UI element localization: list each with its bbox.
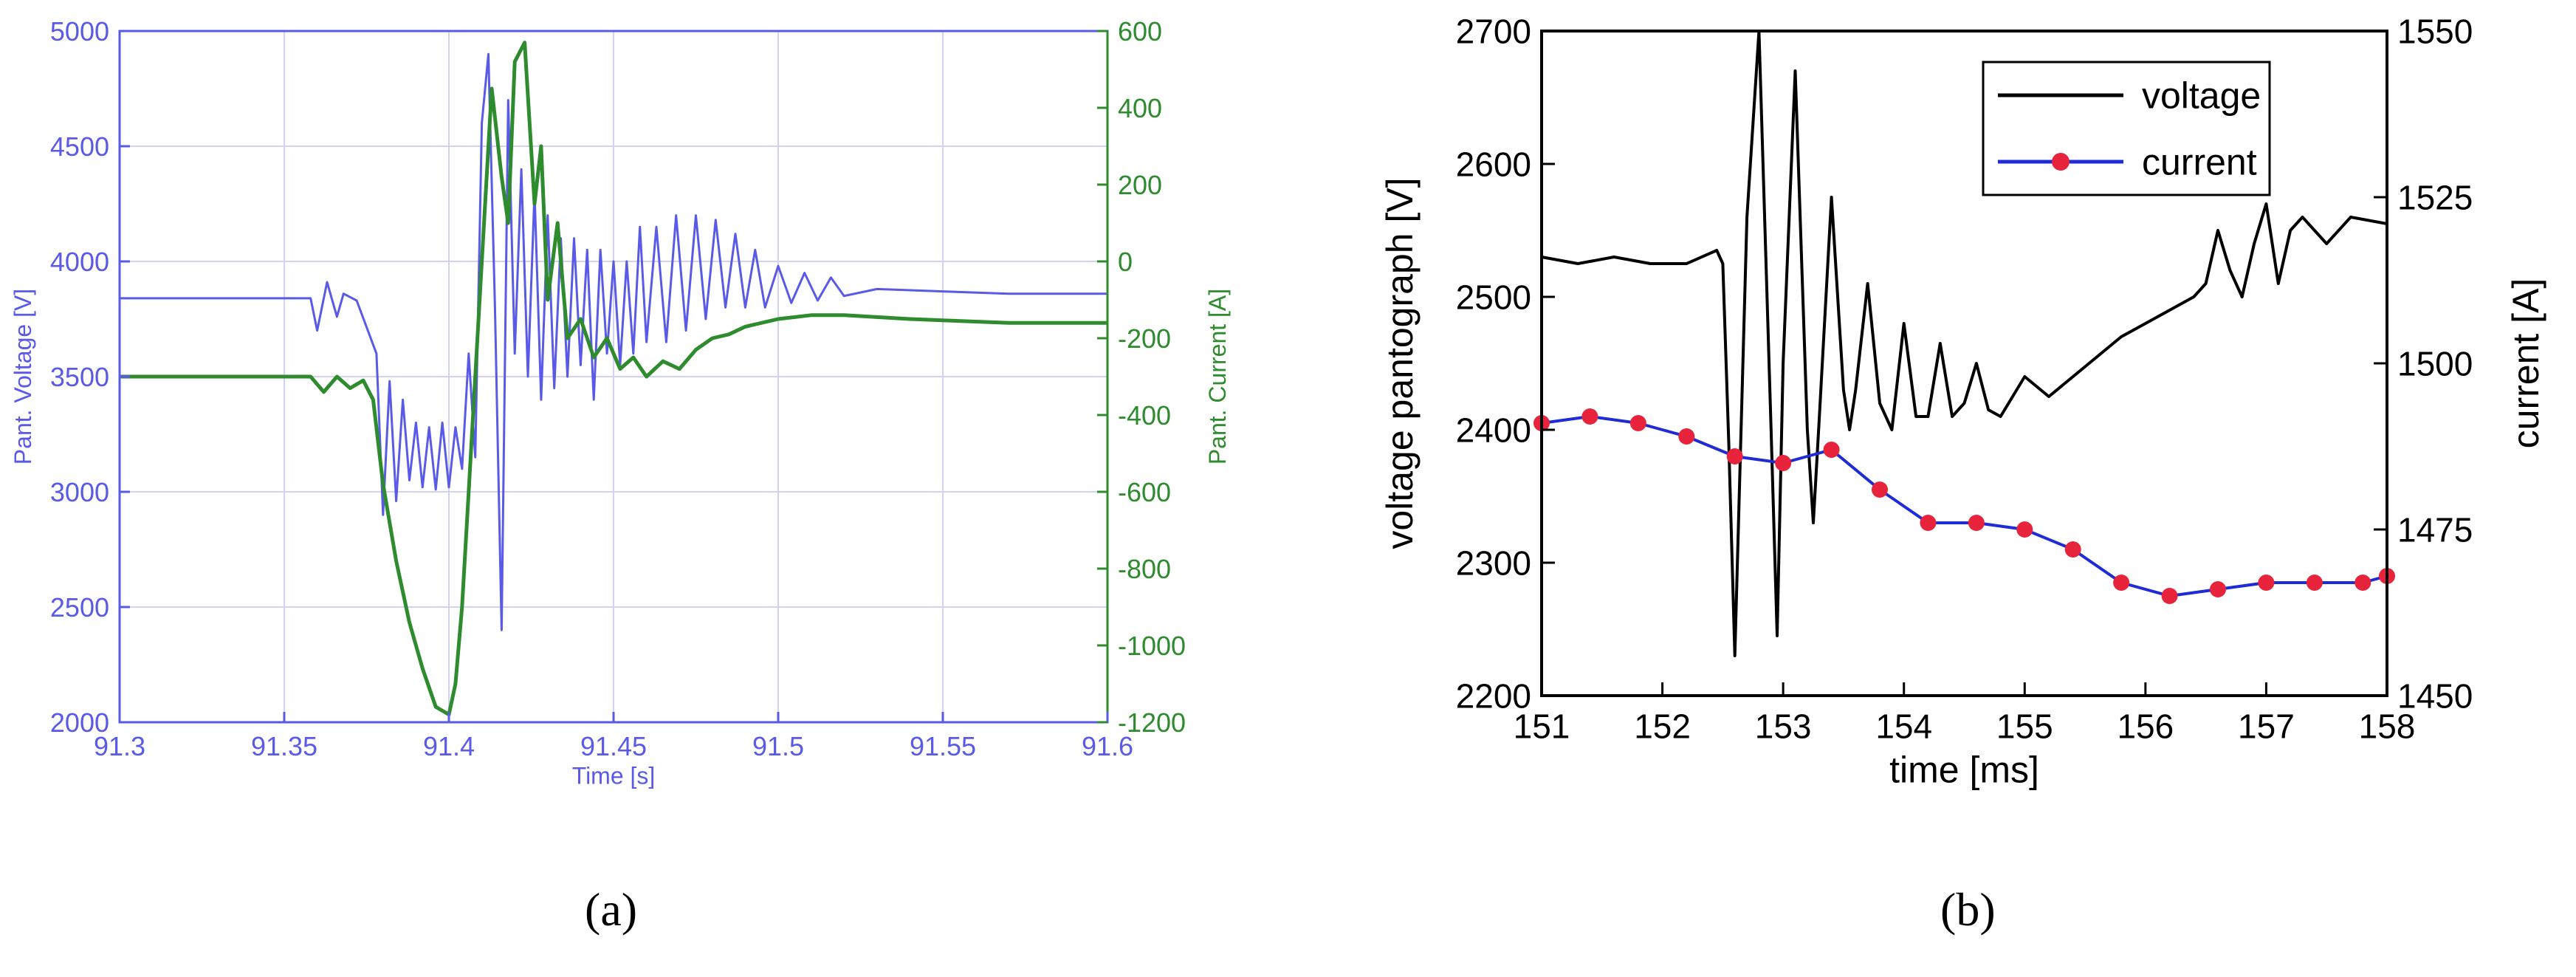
data-point-marker [2306,575,2323,591]
y-right-tick-label: 1450 [2397,677,2473,716]
data-point-marker [1968,515,1985,531]
x-tick-label: 158 [2359,707,2416,746]
data-point-marker [2355,575,2371,591]
data-point-marker [1581,408,1598,425]
x-axis-label: Time [s] [572,762,656,789]
chart-b-voltage-current: 151 152 153 154 155 156 157 158 2200 2300 2400 2500… [1379,13,2546,791]
y-left-tick-label: 2700 [1456,13,1531,51]
y-right-axis-label: Pant. Current [A] [1204,289,1231,464]
legend-label-voltage: voltage [2142,75,2261,117]
y-right-axis-label: current [A] [2505,278,2546,449]
x-tick-label: 91.4 [423,731,475,761]
y-right-tick-label: 1525 [2397,179,2473,217]
data-point-marker [1726,448,1743,464]
y-left-tick-label: 2400 [1456,411,1531,450]
series-line-voltage [120,52,1107,631]
data-point-marker [1678,428,1695,445]
y-right-tick-label: 1475 [2397,511,2473,549]
y-left-axis-label: voltage pantograph [V] [1379,177,1421,549]
y-left-tick-label: 2500 [1456,278,1531,317]
y-left-tick-label: 2600 [1456,145,1531,184]
y-left-tick-label: 2200 [1456,677,1531,716]
x-tick-label: 91.5 [752,731,804,761]
y-right-tick-label: -200 [1118,323,1171,354]
y-left-tick-label: 2500 [50,592,109,623]
data-point-marker [1775,455,1792,471]
x-tick-label: 152 [1634,707,1691,746]
data-point-marker [1872,481,1888,498]
y-left-axis-label: Pant. Voltage [V] [10,289,36,464]
y-left-tick-label: 5000 [50,16,109,47]
y-right-tick-label: -600 [1118,477,1171,507]
x-tick-label: 156 [2117,707,2174,746]
x-tick-label: 155 [1996,707,2053,746]
x-tick-label: 153 [1755,707,1812,746]
data-point-marker [2064,541,2081,558]
series-line-voltage [1541,30,2388,657]
y-left-tick-label: 4500 [50,131,109,162]
x-tick-label: 157 [2238,707,2295,746]
data-point-marker [2210,581,2226,597]
y-right-tick-label: 400 [1118,93,1162,123]
x-axis-label: time [ms] [1889,750,2039,791]
legend-box [1982,61,2271,196]
data-point-marker [2016,521,2033,538]
y-left-tick-label: 2000 [50,707,109,738]
x-tick-label: 91.3 [94,731,145,761]
series-line-current [1541,415,2388,597]
y-right-tick-label: -400 [1118,400,1171,431]
caption-b: (b) [1940,883,1996,936]
y-right-tick-label: -1000 [1118,631,1186,661]
y-right-tick-label: 1550 [2397,13,2473,51]
caption-a: (a) [585,883,638,936]
y-left-tick-label: 4000 [50,247,109,277]
y-right-tick-label: -1200 [1118,707,1186,738]
data-point-marker [1920,515,1937,531]
legend-marker [2052,153,2070,171]
data-point-marker [2113,575,2130,591]
x-tick-label: 151 [1514,707,1570,746]
y-right-tick-label: 1500 [2397,345,2473,383]
legend: voltage current [1982,61,2271,196]
y-left-tick-label: 3500 [50,362,109,392]
y-left-tick-label: 3000 [50,477,109,507]
data-point-marker [1629,415,1646,431]
x-tick-label: 91.35 [251,731,317,761]
x-tick-label: 154 [1875,707,1932,746]
data-point-marker [2258,575,2275,591]
x-tick-label: 91.55 [910,731,976,761]
chart-a-voltage-current: 91.3 91.35 91.4 91.45 91.5 91.55 91.6200025003… [10,16,1231,789]
y-right-tick-label: 200 [1118,170,1162,200]
legend-label-current: current [2142,142,2257,183]
y-right-tick-label: -800 [1118,554,1171,584]
x-tick-label: 91.45 [580,731,647,761]
x-tick-label: 91.6 [1082,731,1133,761]
y-left-tick-label: 2300 [1456,544,1531,583]
y-right-tick-label: 600 [1118,16,1162,47]
y-right-tick-label: 0 [1118,247,1133,277]
data-point-marker [2161,588,2178,604]
data-point-marker [1823,442,1840,458]
series-line-current [120,41,1107,717]
